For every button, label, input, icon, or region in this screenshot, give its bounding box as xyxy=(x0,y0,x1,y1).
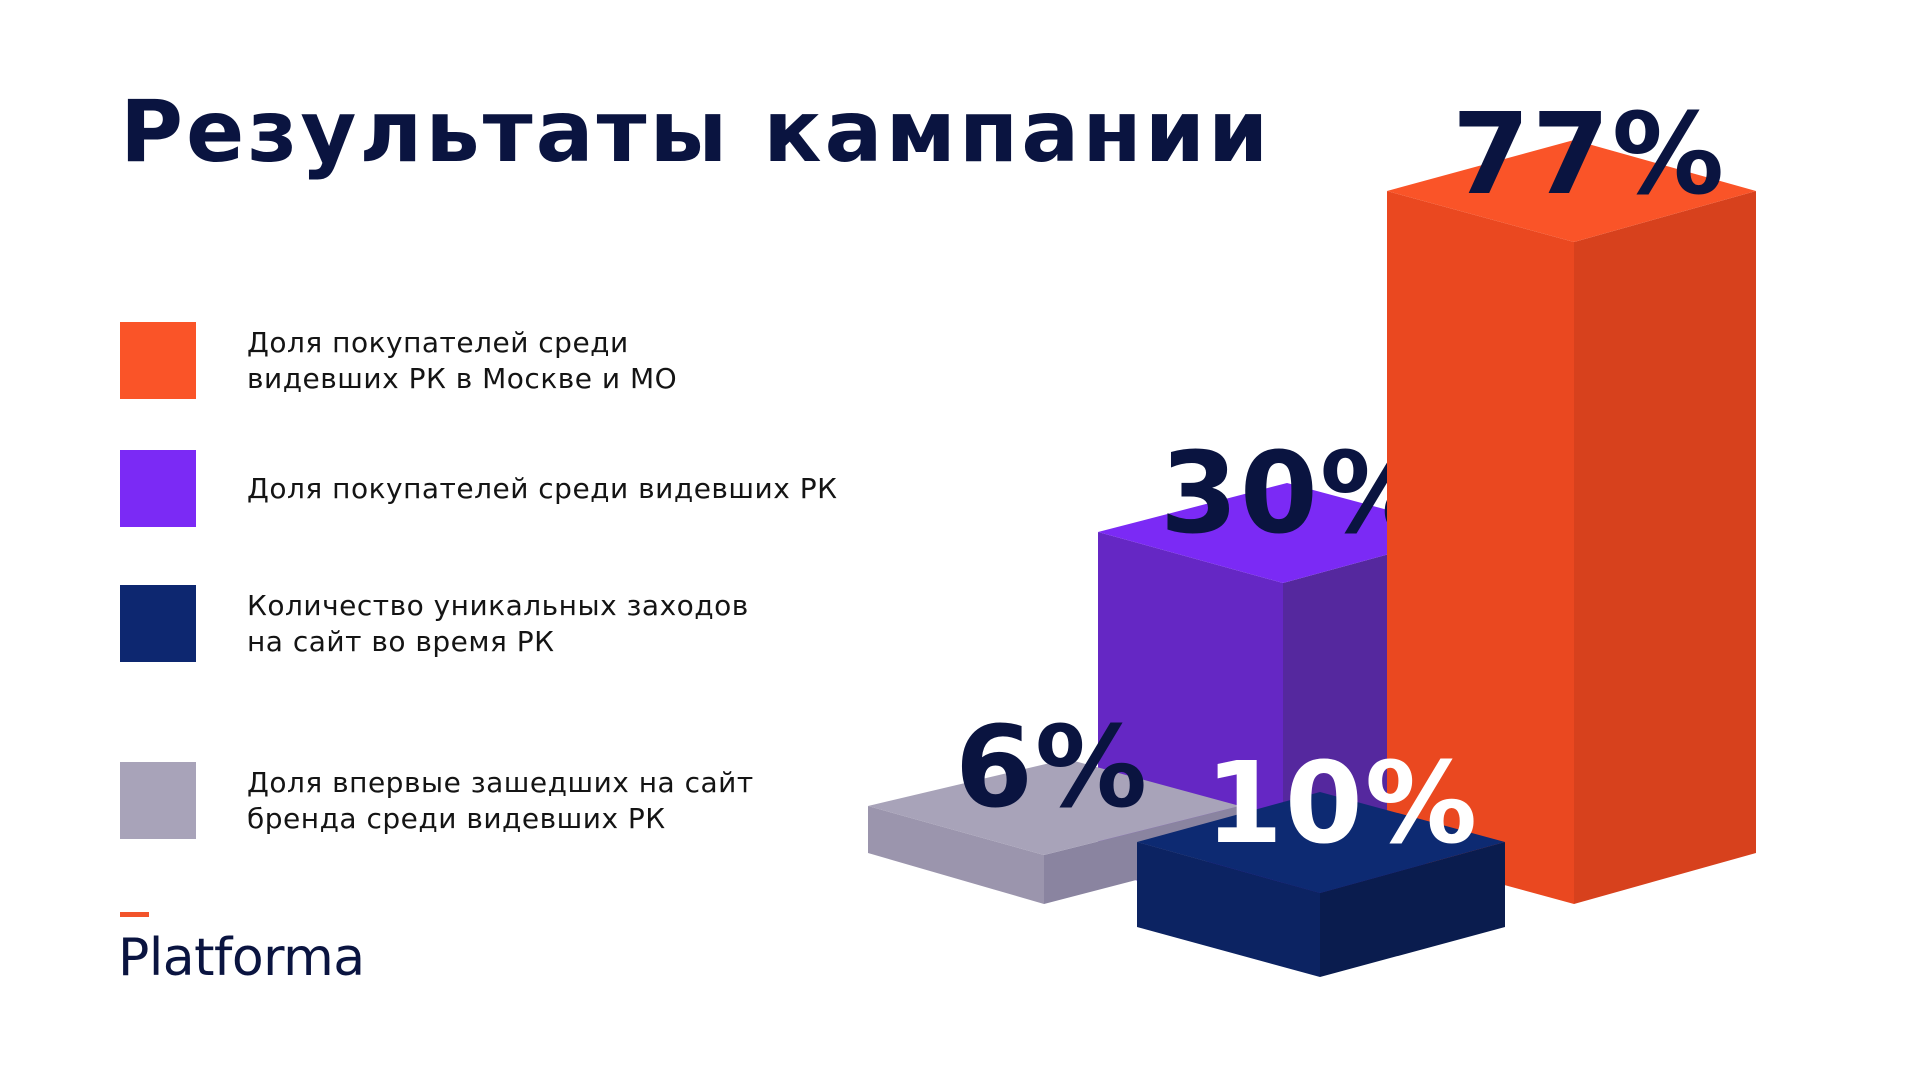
value-label-10: 10% xyxy=(1205,739,1479,869)
value-label-6: 6% xyxy=(955,703,1149,833)
logo-accent-dash xyxy=(120,912,149,917)
value-label-77: 77% xyxy=(1452,90,1726,220)
legend-swatch-orange xyxy=(120,322,196,399)
legend-item-buyers: Доля покупателей среди видевших РК xyxy=(120,450,920,527)
legend-label: Доля впервые зашедших на сайт бренда сре… xyxy=(247,765,754,835)
legend-swatch-purple xyxy=(120,450,196,527)
bar-orange xyxy=(1387,140,1756,904)
legend-item-first-visits: Доля впервые зашедших на сайт бренда сре… xyxy=(120,762,920,839)
bar-navy xyxy=(1137,792,1505,977)
legend-label: Доля покупателей среди видевших РК в Мос… xyxy=(247,325,678,395)
slide-title: Результаты кампании xyxy=(120,82,1272,182)
legend-swatch-grey xyxy=(120,762,196,839)
legend-swatch-navy xyxy=(120,585,196,662)
legend-item-unique-visits: Количество уникальных заходов на сайт во… xyxy=(120,585,920,662)
legend-label: Количество уникальных заходов на сайт во… xyxy=(247,588,749,658)
legend-item-moscow-buyers: Доля покупателей среди видевших РК в Мос… xyxy=(120,322,920,399)
legend-label: Доля покупателей среди видевших РК xyxy=(247,471,838,505)
value-label-30: 30% xyxy=(1160,429,1434,559)
logo-wordmark: Platforma xyxy=(118,928,365,988)
